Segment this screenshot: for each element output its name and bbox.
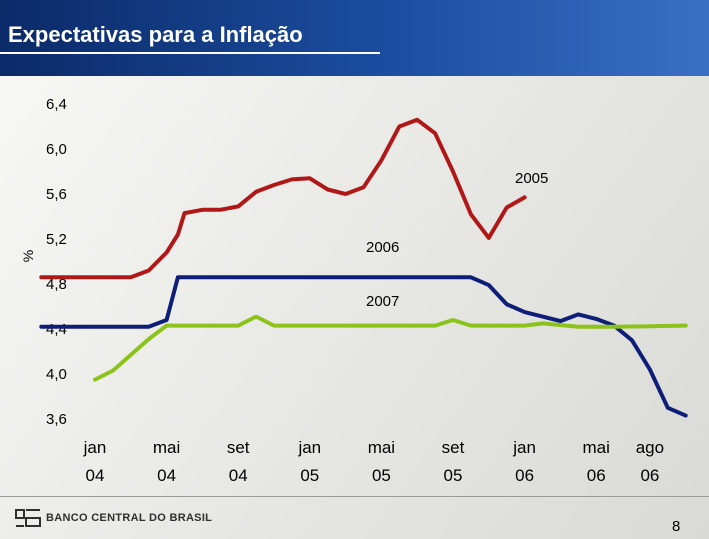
- x-tick-month: set: [227, 438, 250, 457]
- slide-title: Expectativas para a Inflação: [8, 22, 303, 47]
- y-axis-label: %: [20, 250, 36, 262]
- y-tick-label: 6,4: [46, 96, 67, 113]
- y-tick-label: 3,6: [46, 411, 67, 428]
- x-tick-month: mai: [582, 438, 609, 457]
- x-tick-year: 06: [587, 466, 606, 485]
- x-tick-year: 06: [515, 466, 534, 485]
- x-tick-month: mai: [368, 438, 395, 457]
- series-label-2007: 2007: [366, 293, 399, 310]
- x-tick-year: 04: [157, 466, 176, 485]
- x-tick-year: 04: [86, 466, 105, 485]
- series-label-2005: 2005: [515, 170, 548, 187]
- x-tick-year: 05: [372, 466, 391, 485]
- y-tick-label: 4,0: [46, 366, 67, 383]
- footer-divider: [0, 496, 709, 497]
- x-tick-month: jan: [297, 438, 321, 457]
- series-line-2007: [93, 314, 688, 382]
- x-tick-year: 06: [640, 466, 659, 485]
- title-underline: [0, 52, 380, 54]
- x-tick-month: jan: [83, 438, 107, 457]
- y-tick-label: 5,2: [46, 231, 67, 248]
- y-tick-label: 4,8: [46, 276, 67, 293]
- banco-central-logo-icon: [15, 509, 41, 527]
- x-tick-month: jan: [512, 438, 536, 457]
- y-tick-label: 4,4: [46, 321, 67, 338]
- x-tick-year: 04: [229, 466, 248, 485]
- page-number: 8: [672, 518, 681, 535]
- y-tick-label: 6,0: [46, 141, 67, 158]
- title-bar: Expectativas para a Inflação: [0, 0, 709, 76]
- bank-name: BANCO CENTRAL DO BRASIL: [46, 512, 213, 524]
- series-line-2006: [39, 275, 688, 418]
- x-tick-month: mai: [153, 438, 180, 457]
- x-tick-month: ago: [636, 438, 664, 457]
- slide-background: [0, 76, 709, 539]
- series-label-2006: 2006: [366, 239, 399, 256]
- y-tick-label: 5,6: [46, 186, 67, 203]
- series-line-2005: [39, 117, 527, 280]
- x-tick-month: set: [442, 438, 465, 457]
- x-tick-year: 05: [300, 466, 319, 485]
- x-tick-year: 05: [444, 466, 463, 485]
